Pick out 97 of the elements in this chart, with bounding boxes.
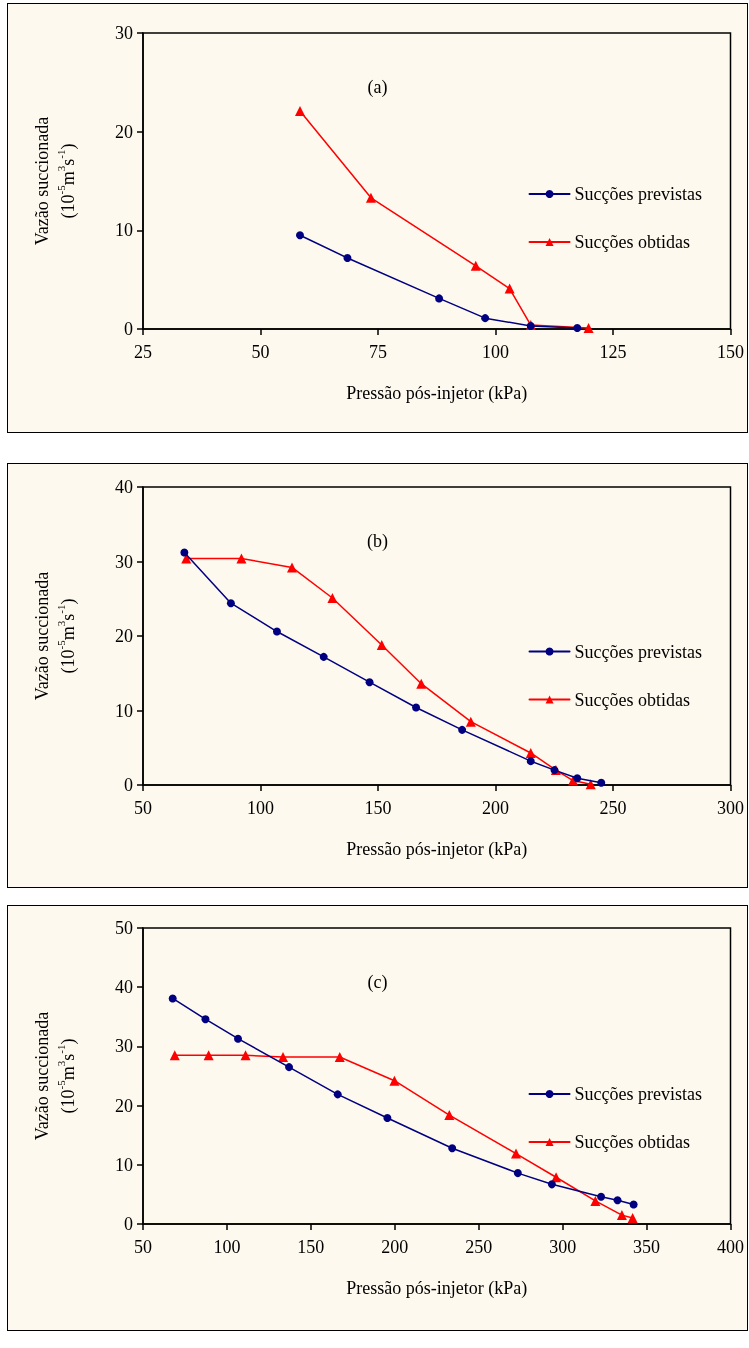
y-tick-label: 0 xyxy=(124,775,133,795)
point xyxy=(627,1213,638,1224)
point xyxy=(236,553,247,564)
point xyxy=(277,1052,288,1063)
point xyxy=(226,599,235,608)
point xyxy=(168,994,177,1003)
point xyxy=(319,652,328,661)
point xyxy=(458,725,467,734)
x-tick-label: 150 xyxy=(717,342,744,362)
y-tick-label: 20 xyxy=(115,1095,133,1116)
point xyxy=(551,1172,562,1183)
point xyxy=(334,1052,345,1063)
x-tick-label: 125 xyxy=(599,342,627,362)
point xyxy=(295,231,304,240)
x-tick-label: 100 xyxy=(213,1237,241,1257)
point xyxy=(285,1063,294,1072)
y-tick-label: 40 xyxy=(115,977,133,998)
legend-label: Sucções previstas xyxy=(574,641,702,662)
annotation: (c) xyxy=(367,972,388,993)
point xyxy=(465,716,476,727)
x-tick-label: 250 xyxy=(599,798,627,818)
x-tick-label: 350 xyxy=(633,1237,661,1257)
point xyxy=(504,283,515,294)
point xyxy=(568,775,579,786)
point xyxy=(416,678,427,689)
legend-label: Sucções obtidas xyxy=(574,232,691,252)
point xyxy=(365,678,374,687)
point xyxy=(525,747,536,758)
x-axis-title: Pressão pós-injetor (kPa) xyxy=(346,839,528,860)
legend-label: Sucções obtidas xyxy=(574,1132,691,1152)
point xyxy=(513,1169,522,1178)
point xyxy=(590,1195,601,1206)
point xyxy=(547,1180,556,1189)
point xyxy=(203,1050,214,1061)
x-tick-label: 100 xyxy=(482,342,509,362)
point xyxy=(597,778,606,787)
legend-label: Sucções obtidas xyxy=(574,689,691,710)
y-tick-label: 30 xyxy=(115,1036,133,1057)
annotation: (b) xyxy=(367,531,389,552)
y-tick-label: 20 xyxy=(115,626,133,646)
x-tick-label: 150 xyxy=(297,1237,325,1257)
point xyxy=(583,323,594,334)
x-tick-label: 75 xyxy=(369,342,387,362)
x-tick-label: 400 xyxy=(717,1237,744,1257)
point xyxy=(365,192,376,203)
legend-label: Sucções previstas xyxy=(574,1084,702,1104)
x-tick-label: 300 xyxy=(549,1237,577,1257)
y-tick-label: 10 xyxy=(115,700,133,721)
x-tick-label: 200 xyxy=(381,1237,409,1257)
point xyxy=(180,548,189,557)
x-tick-label: 250 xyxy=(465,1237,493,1257)
point xyxy=(470,260,481,271)
x-tick-label: 25 xyxy=(134,342,152,362)
point xyxy=(510,1148,521,1159)
y-tick-label: 30 xyxy=(115,551,133,572)
point xyxy=(343,253,352,262)
point xyxy=(616,1210,627,1221)
x-tick-label: 100 xyxy=(247,798,274,818)
x-tick-label: 150 xyxy=(364,798,392,818)
point xyxy=(201,1015,210,1024)
x-tick-label: 200 xyxy=(482,798,509,818)
point xyxy=(286,562,297,573)
point xyxy=(526,757,535,766)
x-tick-label: 300 xyxy=(717,798,744,818)
point xyxy=(272,627,281,636)
annotation: (a) xyxy=(367,77,388,98)
point xyxy=(573,774,582,783)
x-tick-label: 50 xyxy=(251,342,270,362)
point xyxy=(629,1200,638,1209)
point xyxy=(573,324,582,333)
point xyxy=(327,593,338,604)
y-tick-label: 10 xyxy=(115,220,133,241)
point xyxy=(613,1196,622,1205)
point xyxy=(389,1075,400,1086)
legend-label: Sucções previstas xyxy=(574,184,702,204)
point xyxy=(412,703,421,712)
point xyxy=(294,105,305,116)
point xyxy=(333,1090,342,1099)
y-tick-label: 10 xyxy=(115,1154,133,1175)
point xyxy=(435,294,444,303)
y-tick-label: 0 xyxy=(124,1214,133,1234)
point xyxy=(240,1050,251,1061)
point xyxy=(448,1144,457,1153)
point xyxy=(169,1050,180,1061)
point xyxy=(383,1114,392,1123)
x-axis-title: Pressão pós-injetor (kPa) xyxy=(346,1278,528,1299)
y-tick-label: 40 xyxy=(115,477,133,497)
point xyxy=(444,1110,455,1121)
y-tick-label: 0 xyxy=(124,319,133,339)
point xyxy=(376,639,387,650)
point xyxy=(597,1192,606,1201)
y-tick-label: 20 xyxy=(115,121,133,142)
point xyxy=(481,314,490,323)
y-tick-label: 50 xyxy=(115,918,133,938)
x-axis-title: Pressão pós-injetor (kPa) xyxy=(346,383,528,404)
point xyxy=(234,1034,243,1043)
y-tick-label: 30 xyxy=(115,23,133,43)
